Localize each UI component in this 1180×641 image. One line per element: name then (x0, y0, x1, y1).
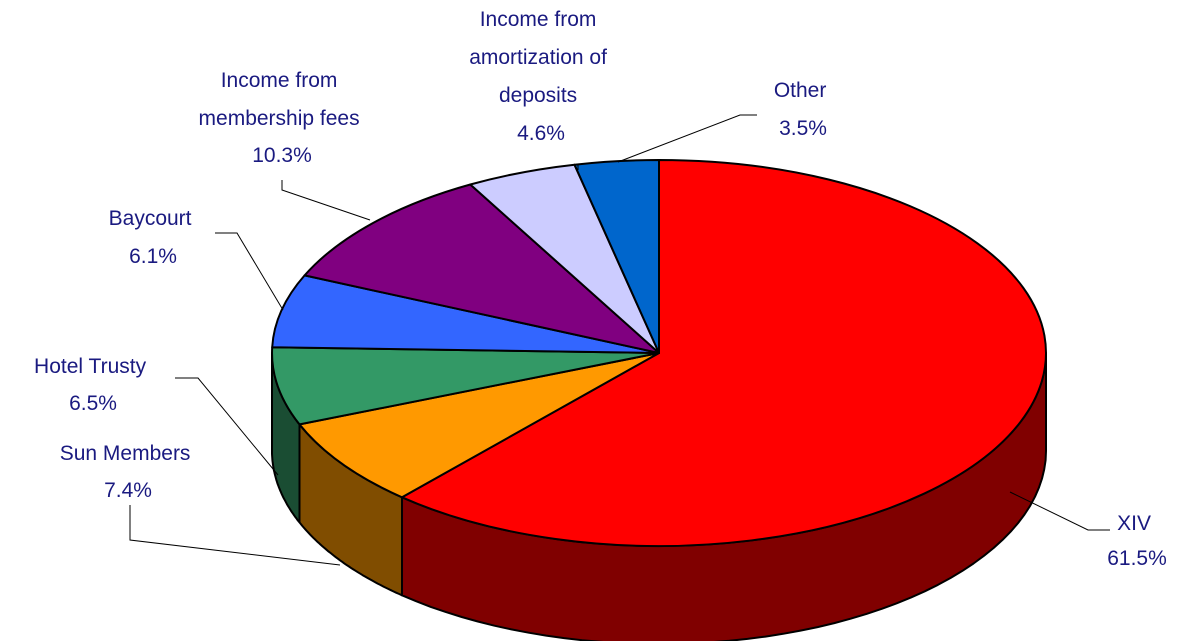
label-xiv: XIV 61.5% (1107, 512, 1167, 570)
pie-slice-baycourt (271, 274, 660, 354)
pie-top-faces (271, 159, 1047, 547)
label-hotel-trusty: Hotel Trusty 6.5% (34, 355, 152, 415)
label-membership: Income from membership fees 10.3% (199, 69, 366, 167)
leader-lines (129, 114, 1110, 566)
leader-line-other (617, 114, 757, 163)
pie-slice-other (573, 159, 660, 354)
leader-line-hotel-trusty (175, 377, 279, 476)
pie-slice-hotel-trusty (271, 346, 660, 426)
leader-line-xiv (1009, 491, 1110, 531)
pie-slice-sun-members (298, 352, 660, 499)
leader-line-sun-members (129, 505, 341, 566)
label-sun-members: Sun Members 7.4% (60, 442, 197, 502)
pie-slice-xiv (401, 159, 1047, 547)
label-amortization: Income from amortization of deposits 4.6… (469, 8, 613, 145)
data-labels: XIV 61.5% Sun Members 7.4% Hotel Trusty … (34, 8, 1167, 570)
label-other: Other 3.5% (774, 79, 832, 140)
leader-line-membership (281, 180, 371, 221)
pie-slice-income-from-membership-fees (303, 183, 660, 354)
leader-line-baycourt (215, 232, 284, 311)
label-baycourt: Baycourt 6.1% (109, 207, 198, 268)
